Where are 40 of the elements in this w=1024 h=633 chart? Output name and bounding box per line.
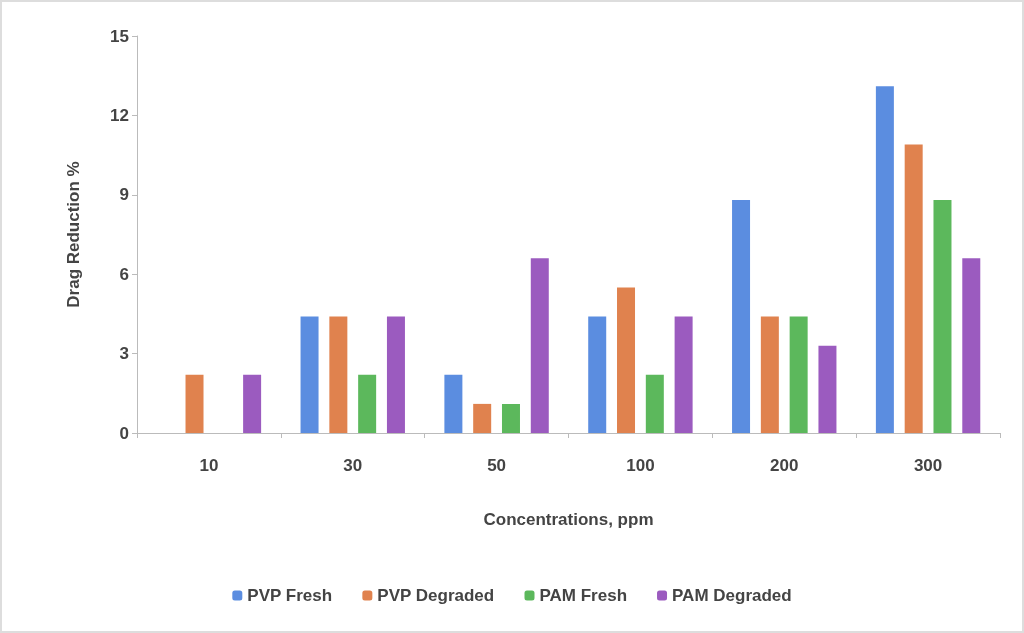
x-tick-label: 200: [770, 456, 799, 475]
legend-label: PAM Fresh: [539, 586, 628, 605]
x-tick-label: 30: [343, 456, 363, 475]
y-tick-label: 0: [119, 423, 129, 443]
bar: [904, 144, 923, 433]
y-tick-label: 9: [119, 185, 129, 205]
bar: [588, 316, 607, 433]
y-tick-label: 6: [119, 264, 129, 284]
bar: [617, 287, 636, 433]
x-tick-label: 10: [199, 456, 219, 475]
bar: [243, 374, 262, 433]
y-axis-title: Drag Reduction %: [64, 161, 83, 308]
bar: [732, 200, 751, 433]
bar: [329, 316, 348, 433]
bar: [933, 200, 952, 433]
y-tick-label: 3: [119, 344, 129, 364]
bar: [818, 345, 837, 433]
x-tick-label: 50: [487, 456, 507, 475]
bar: [760, 316, 779, 433]
bar: [674, 316, 693, 433]
bar: [386, 316, 405, 433]
legend-label: PAM Degraded: [672, 586, 792, 605]
bar: [962, 258, 981, 433]
bar: [358, 374, 377, 433]
bar: [530, 258, 549, 433]
legend-label: PVP Fresh: [247, 586, 333, 605]
bar: [789, 316, 808, 433]
y-tick-label: 12: [110, 105, 129, 125]
bar: [300, 316, 319, 433]
x-axis-title: Concentrations, ppm: [483, 510, 654, 529]
bar: [875, 86, 894, 433]
bar: [185, 374, 204, 433]
bar: [473, 403, 492, 433]
bar: [501, 403, 520, 433]
bar: [645, 374, 664, 433]
y-tick-label: 15: [110, 26, 129, 46]
legend-label: PVP Degraded: [377, 586, 495, 605]
bar: [444, 374, 463, 433]
x-tick-label: 100: [626, 456, 655, 475]
x-tick-label: 300: [913, 456, 943, 475]
